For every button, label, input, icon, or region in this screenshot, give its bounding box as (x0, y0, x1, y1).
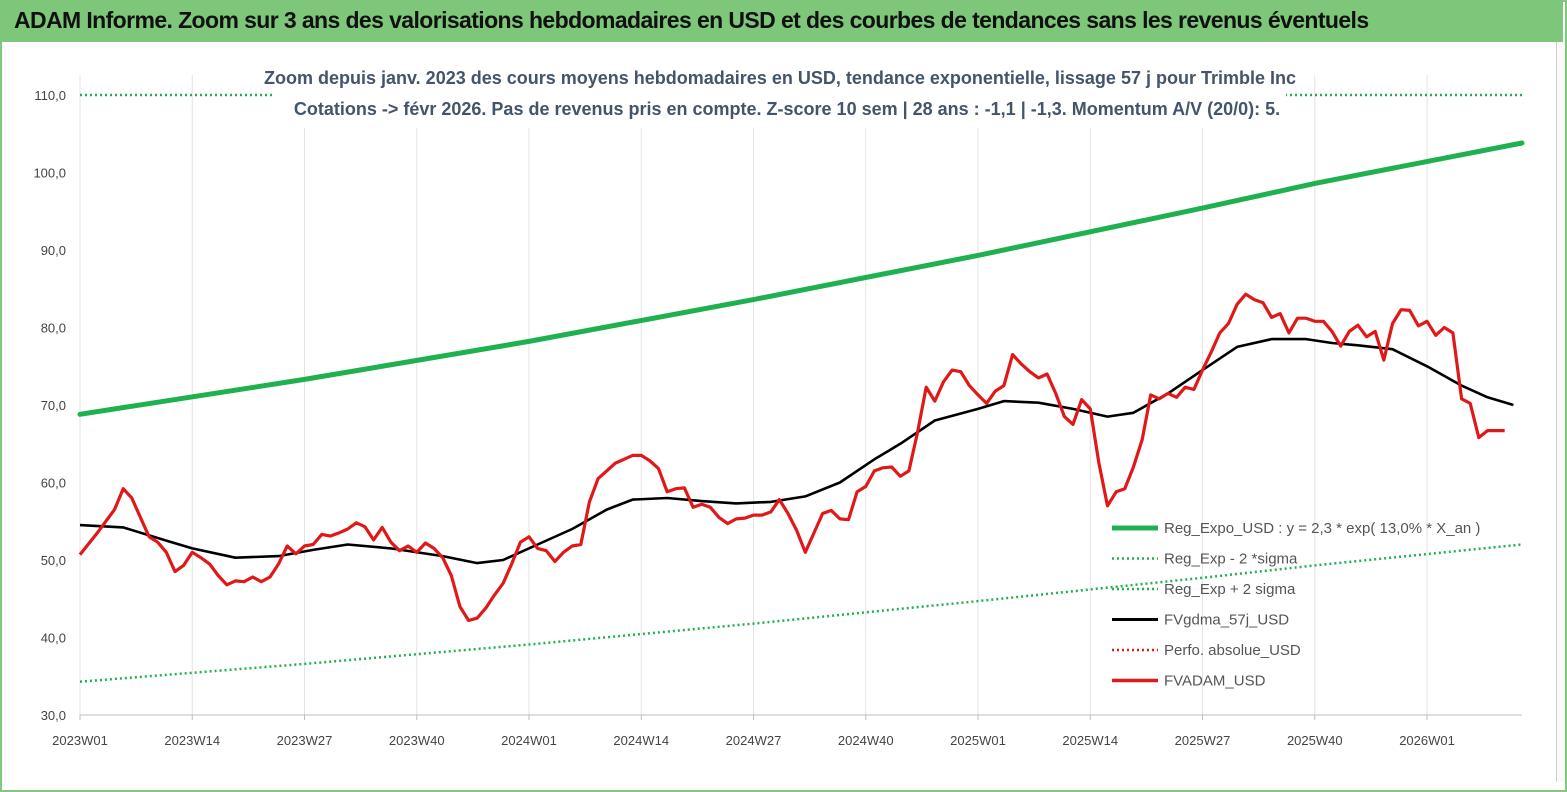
series-trend-line (77, 140, 1525, 417)
chart-title-line-2: Cotations -> févr 2026. Pas de revenus p… (294, 99, 1280, 119)
chart-title-bg (274, 62, 1286, 128)
x-tick-label: 2025W01 (950, 733, 1006, 748)
legend-label-smooth: FVgdma_57j_USD (1164, 612, 1289, 629)
x-tick-label: 2025W27 (1175, 733, 1231, 748)
x-tick-label: 2023W40 (389, 733, 445, 748)
y-tick-label: 40,0 (41, 631, 66, 646)
x-tick-label: 2023W01 (52, 733, 108, 748)
chart-title-line-1: Zoom depuis janv. 2023 des cours moyens … (264, 68, 1296, 88)
x-tick-label: 2026W01 (1399, 733, 1455, 748)
legend: Reg_Expo_USD : y = 2,3 * exp( 13,0% * X_… (1102, 514, 1514, 698)
x-tick-label: 2023W14 (164, 733, 220, 748)
legend-label-upper: Reg_Exp + 2 sigma (1164, 581, 1296, 598)
legend-label-perfo: Perfo. absolue_USD (1164, 642, 1301, 659)
legend-box (1102, 514, 1514, 698)
report-title: ADAM Informe. Zoom sur 3 ans des valoris… (14, 7, 1369, 33)
y-tick-label: 30,0 (41, 708, 66, 723)
x-tick-label: 2024W27 (726, 733, 782, 748)
report-banner: ADAM Informe. Zoom sur 3 ans des valoris… (0, 0, 1563, 42)
y-tick-label: 100,0 (33, 166, 66, 181)
legend-label-price: FVADAM_USD (1164, 673, 1266, 690)
x-tick-label: 2025W40 (1287, 733, 1343, 748)
y-tick-label: 60,0 (41, 476, 66, 491)
series-smooth-line (79, 337, 1514, 565)
y-tick-label: 80,0 (41, 321, 66, 336)
x-tick-label: 2025W14 (1062, 733, 1118, 748)
y-tick-label: 110,0 (34, 88, 66, 103)
x-tick-label: 2024W14 (613, 733, 669, 748)
x-tick-label: 2024W40 (838, 733, 894, 748)
x-tick-label: 2023W27 (277, 733, 333, 748)
series-price-line (78, 292, 1505, 623)
series-lower-line (79, 543, 1523, 683)
x-tick-label: 2024W01 (501, 733, 557, 748)
y-tick-label: 70,0 (41, 398, 66, 413)
y-axis: 30,0 40,0 50,0 60,0 70,0 80,0 90,0 100,0 110,0 (33, 88, 66, 723)
legend-label-lower: Reg_Exp - 2 *sigma (1164, 551, 1298, 568)
scrollbar[interactable] (1556, 42, 1565, 782)
x-axis: 2023W01 2023W14 2023W27 2023W40 2024W01 2024W… (52, 715, 1455, 748)
legend-label-trend: Reg_Expo_USD : y = 2,3 * exp( 13,0% * X_… (1164, 520, 1480, 537)
y-tick-label: 90,0 (41, 243, 66, 258)
y-tick-label: 50,0 (41, 553, 66, 568)
